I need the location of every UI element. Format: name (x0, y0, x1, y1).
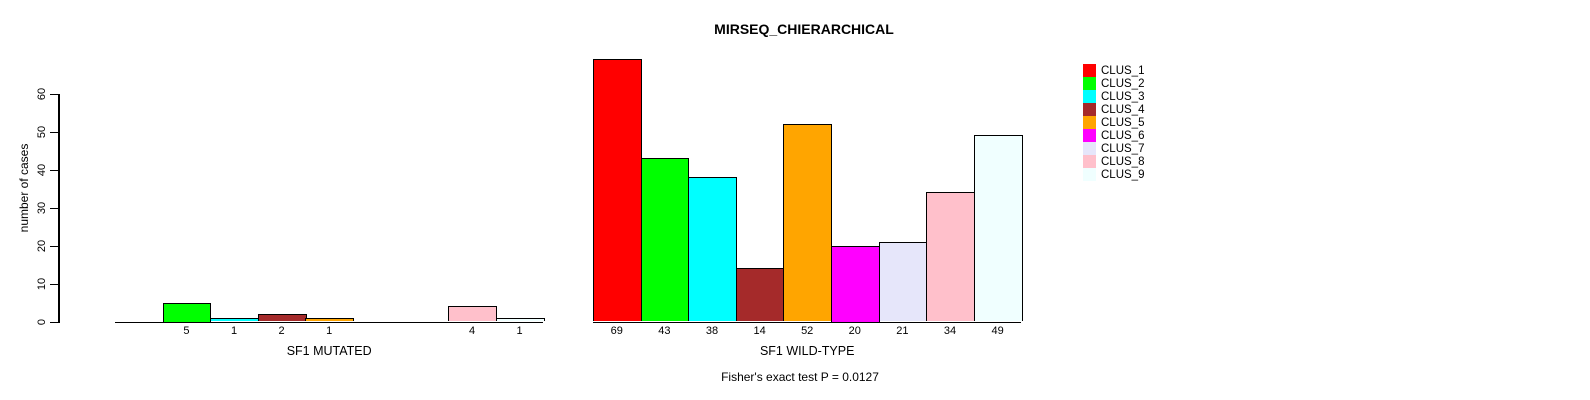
y-tick-mark (50, 283, 58, 285)
bar-clus_9-sf1-wild-type (973, 135, 1023, 322)
legend-label-clus_6: CLUS_6 (1101, 129, 1145, 142)
y-tick-label: 20 (36, 239, 48, 253)
y-tick-mark (50, 207, 58, 209)
x-baseline (115, 321, 544, 323)
fisher-test-annotation: Fisher's exact test P = 0.0127 (721, 370, 879, 384)
y-axis-title: number of cases (17, 143, 31, 233)
bar-clus_3-sf1-wild-type (688, 177, 737, 322)
bar-value-label: 49 (991, 325, 1004, 337)
legend-swatch-clus_8 (1083, 154, 1096, 168)
legend-swatch-clus_4 (1083, 102, 1096, 116)
bar-clus_4-sf1-mutated (257, 313, 307, 322)
y-tick-label: 40 (36, 163, 48, 177)
y-tick-label: 30 (36, 201, 48, 215)
bar-value-label: 34 (943, 325, 957, 337)
y-axis-line (58, 93, 60, 323)
bar-clus_9-sf1-mutated (495, 317, 545, 322)
legend-swatch-clus_9 (1083, 167, 1096, 181)
bar-value-label: 4 (468, 325, 476, 337)
group-label-sf1-wild-type: SF1 WILD-TYPE (759, 344, 855, 358)
x-baseline (593, 321, 1022, 323)
y-tick-label: 50 (36, 125, 48, 139)
legend-label-clus_1: CLUS_1 (1101, 64, 1145, 77)
legend-label-clus_7: CLUS_7 (1101, 142, 1145, 155)
bar-clus_5-sf1-mutated (305, 317, 355, 322)
legend-label-clus_4: CLUS_4 (1101, 103, 1145, 116)
chart-title: MIRSEQ_CHIERARCHICAL (714, 21, 894, 37)
y-tick-mark (50, 169, 58, 171)
bar-clus_2-sf1-mutated (162, 302, 212, 322)
bar-value-label: 38 (705, 325, 719, 337)
bar-value-label: 20 (848, 325, 861, 337)
bar-clus_5-sf1-wild-type (783, 123, 833, 322)
bar-value-label: 1 (516, 325, 523, 337)
legend-swatch-clus_3 (1083, 89, 1096, 103)
bar-value-label: 52 (801, 325, 814, 337)
bar-value-label: 69 (610, 325, 623, 337)
bar-value-label: 5 (183, 325, 190, 337)
legend-label-clus_5: CLUS_5 (1101, 116, 1145, 129)
bar-clus_8-sf1-mutated (448, 306, 497, 322)
bar-value-label: 1 (326, 325, 333, 337)
legend-swatch-clus_1 (1083, 63, 1096, 77)
bar-value-label: 14 (753, 325, 766, 337)
y-tick-label: 60 (36, 87, 48, 101)
bar-clus_8-sf1-wild-type (926, 192, 975, 322)
bar-clus_1-sf1-wild-type (593, 59, 642, 322)
legend-label-clus_8: CLUS_8 (1101, 155, 1145, 168)
bar-clus_2-sf1-wild-type (640, 158, 690, 322)
y-tick-label: 0 (36, 318, 48, 326)
bar-value-label: 1 (230, 325, 238, 337)
bar-clus_3-sf1-mutated (210, 317, 259, 322)
legend-label-clus_2: CLUS_2 (1101, 77, 1145, 90)
legend-swatch-clus_6 (1083, 128, 1096, 142)
bar-value-label: 21 (896, 325, 909, 337)
y-tick-mark (50, 321, 58, 323)
bar-value-label: 43 (658, 325, 671, 337)
legend-label-clus_3: CLUS_3 (1101, 90, 1145, 103)
legend-swatch-clus_5 (1083, 115, 1096, 129)
bar-clus_6-sf1-wild-type (831, 245, 880, 322)
y-tick-label: 10 (36, 277, 48, 291)
bar-value-label: 2 (278, 325, 285, 337)
y-tick-mark (50, 93, 58, 95)
legend-label-clus_9: CLUS_9 (1101, 168, 1145, 181)
y-tick-mark (50, 245, 58, 247)
group-label-sf1-mutated: SF1 MUTATED (286, 344, 372, 358)
bar-clus_4-sf1-wild-type (735, 268, 785, 322)
legend-swatch-clus_2 (1083, 76, 1096, 90)
y-tick-mark (50, 131, 58, 133)
legend-swatch-clus_7 (1083, 141, 1096, 155)
bar-clus_7-sf1-wild-type (878, 241, 928, 322)
